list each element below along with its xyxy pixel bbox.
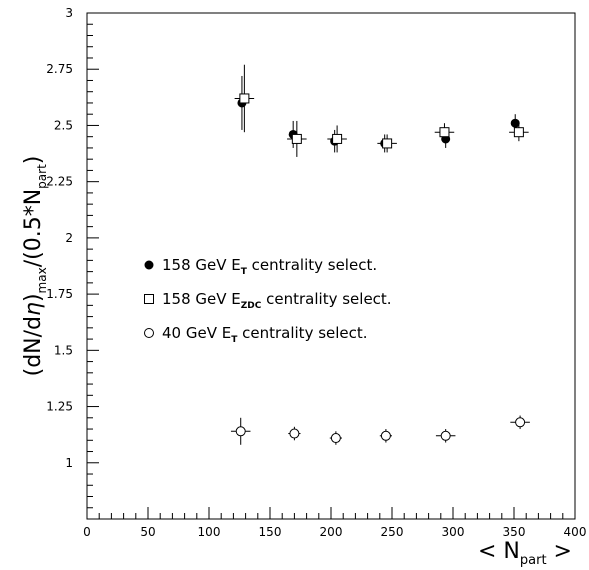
y-tick-label: 1 [65, 456, 73, 470]
x-tick-label: 0 [83, 525, 91, 539]
x-tick-label: 350 [503, 525, 526, 539]
x-tick-label: 250 [381, 525, 404, 539]
open-circle-marker [380, 430, 391, 441]
y-tick-label: 3 [65, 6, 73, 20]
data-points [230, 64, 530, 445]
filled-circle-marker [144, 260, 154, 270]
open-square-marker [239, 93, 250, 104]
axis-ticks: 0 50 100 150 200 250 300 350 400 1 1.25 1.5 1.75 2 2.2… [46, 6, 586, 539]
y-tick-label: 2.75 [46, 62, 73, 76]
y-tick-label: 1.5 [54, 343, 73, 357]
y-axis-title: (dN/dη)max/(0.5*Npart) [21, 156, 49, 377]
y-tick-label: 2 [65, 231, 73, 245]
open-circle-marker [144, 328, 154, 338]
open-square-marker [291, 133, 302, 144]
x-axis-title: < Npart > [478, 539, 572, 568]
open-circle-marker [289, 428, 300, 439]
open-circle-marker [440, 430, 451, 441]
open-circle-marker [235, 426, 246, 437]
y-tick-label: 2.5 [54, 118, 73, 132]
open-square-marker [382, 138, 393, 149]
x-tick-label: 200 [320, 525, 343, 539]
y-tick-label: 1.75 [46, 287, 73, 301]
x-tick-label: 100 [198, 525, 221, 539]
legend-label: 158 GeV EZDC centrality select. [162, 290, 392, 311]
x-tick-label: 150 [259, 525, 282, 539]
y-tick-label: 2.25 [46, 175, 73, 189]
y-tick-label: 1.25 [46, 400, 73, 414]
open-square-marker [513, 127, 524, 138]
open-square-marker [332, 133, 343, 144]
x-tick-label: 300 [442, 525, 465, 539]
open-circle-marker [515, 417, 526, 428]
x-tick-label: 400 [564, 525, 587, 539]
legend-label: 40 GeV ET centrality select. [162, 324, 368, 345]
legend-label: 158 GeV ET centrality select. [162, 256, 377, 277]
open-circle-marker [330, 433, 341, 444]
open-square-marker [439, 127, 450, 138]
x-tick-label: 50 [140, 525, 155, 539]
filled-circle-marker [510, 118, 520, 128]
legend: 158 GeV ET centrality select. 158 GeV EZD… [144, 256, 392, 345]
open-square-marker [144, 294, 154, 304]
